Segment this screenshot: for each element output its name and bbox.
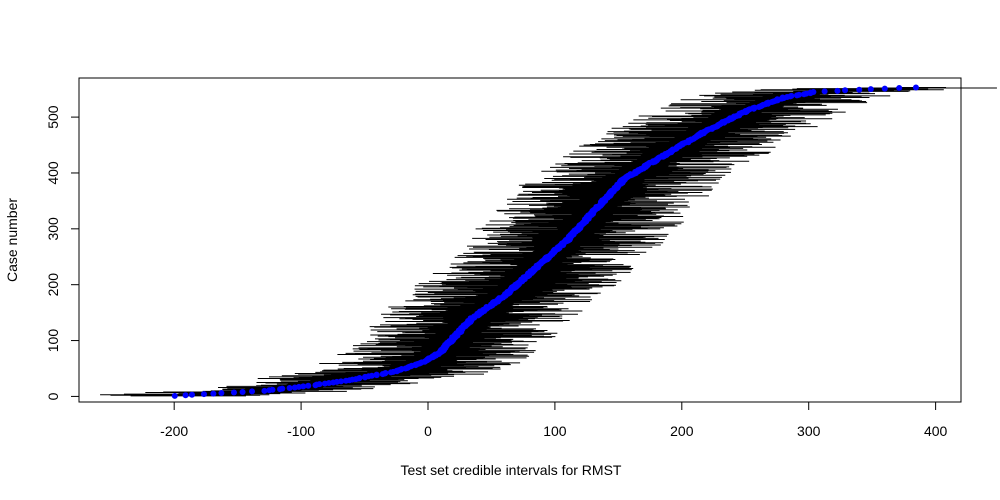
point-estimate [249,388,256,395]
y-tick-label: 100 [45,329,61,353]
point-estimate [788,92,795,99]
point-estimate [210,390,217,397]
point-estimate [305,382,312,389]
point-estimate [810,88,817,95]
point-estimate [286,385,293,392]
point-estimate [912,84,919,91]
point-estimate [896,85,903,92]
y-axis: 0 100 200 300 400 500 [45,105,80,400]
y-tick-label: 200 [45,273,61,297]
point-estimate [279,385,286,392]
point-estimate [867,86,874,93]
point-estimate [795,91,802,98]
interval-group [100,86,997,397]
point-estimate [338,378,345,385]
x-tick-label: 400 [924,423,948,439]
point-estimate [373,371,380,378]
point-estimate [856,86,863,93]
y-axis-title: Case number [4,198,20,282]
point-estimate [269,386,276,393]
point-estimate [834,87,841,94]
point-estimate [261,387,268,394]
point-estimate [774,96,781,103]
point-estimate [356,374,363,381]
point-estimate [382,369,389,376]
point-estimate [300,383,307,390]
y-tick-label: 500 [45,105,61,129]
x-tick-label: 0 [424,423,432,439]
x-tick-label: 200 [670,423,694,439]
x-axis: -200 -100 0 100 200 300 400 [160,401,948,439]
x-tick-label: 300 [797,423,821,439]
point-estimate [821,88,828,95]
point-group [171,84,919,399]
x-tick-label: -100 [287,423,315,439]
point-estimate [881,85,888,92]
y-tick-label: 0 [45,392,61,400]
point-estimate [239,388,246,395]
point-estimate [230,389,237,396]
x-tick-label: -200 [160,423,188,439]
point-estimate [295,383,302,390]
x-axis-title: Test set credible intervals for RMST [401,462,622,478]
x-tick-label: 100 [543,423,567,439]
point-estimate [171,392,178,399]
point-estimate [200,391,207,398]
point-estimate [182,392,189,399]
point-estimate [779,94,786,101]
y-tick-label: 400 [45,161,61,185]
point-estimate [218,390,225,397]
point-estimate [842,87,849,94]
point-estimate [316,381,323,388]
y-tick-label: 300 [45,217,61,241]
point-estimate [188,391,195,398]
point-estimate [368,372,375,379]
